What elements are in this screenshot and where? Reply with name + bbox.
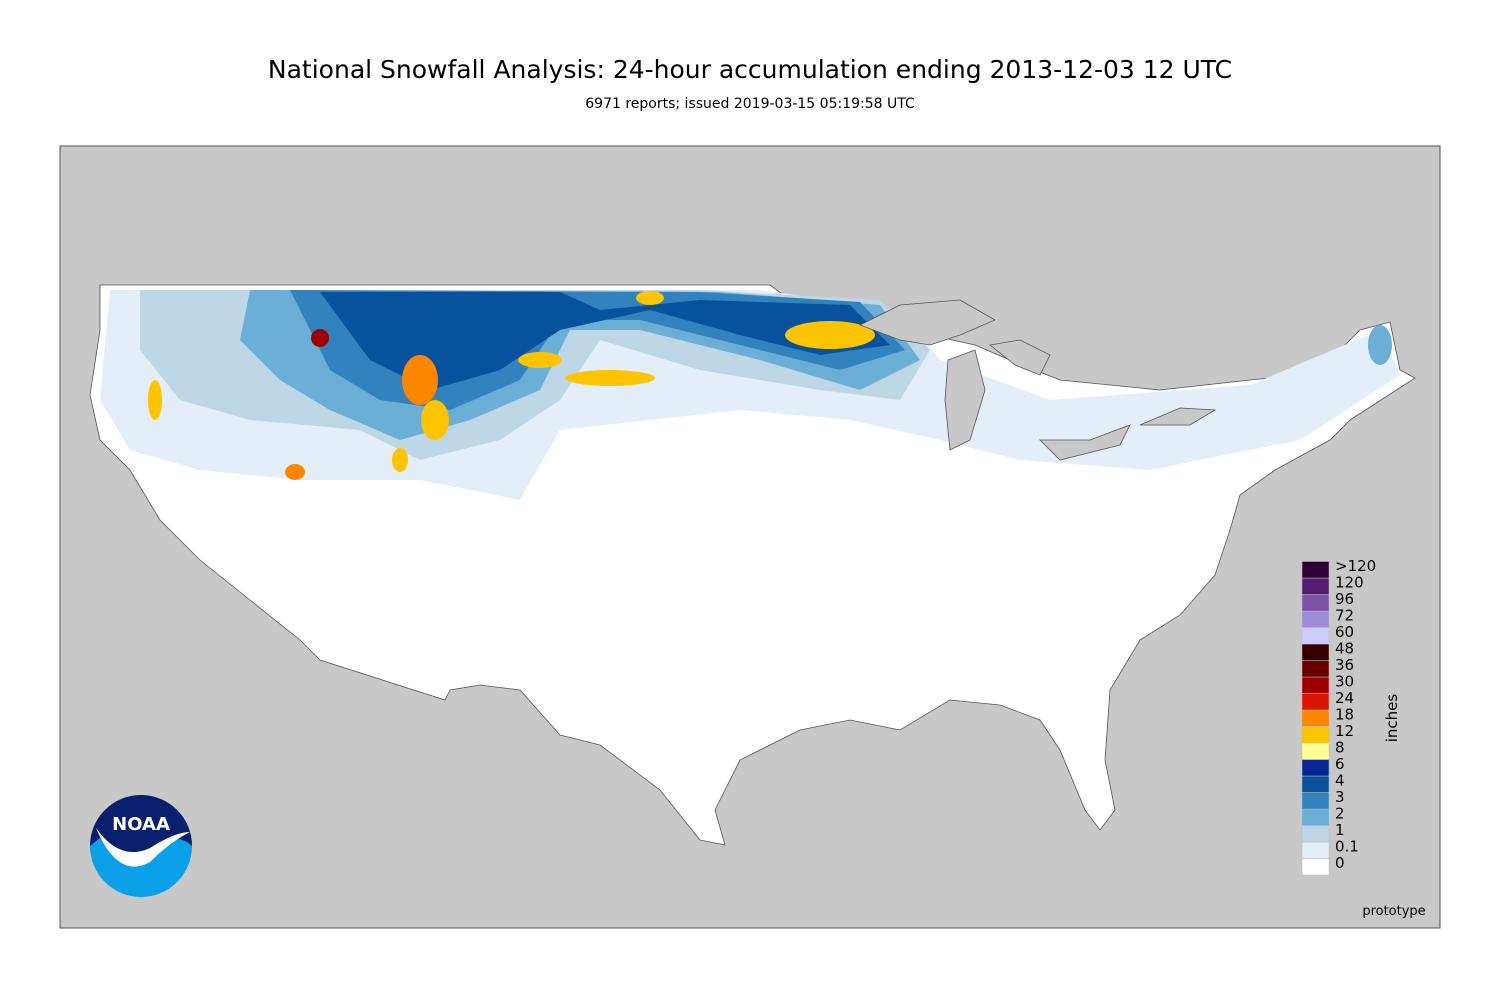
legend-label: 1	[1335, 821, 1345, 839]
great-lakes	[859, 299, 1217, 461]
legend-label: 96	[1335, 590, 1354, 608]
legend-swatch	[1301, 759, 1330, 777]
legend-label: 48	[1335, 640, 1354, 658]
legend-swatch	[1301, 676, 1330, 694]
legend-swatch	[1301, 709, 1330, 727]
legend-label: 72	[1335, 607, 1354, 625]
footer-note: prototype	[1362, 904, 1425, 919]
legend-label: 120	[1335, 574, 1364, 592]
map	[59, 145, 1441, 929]
legend-label: 3	[1335, 788, 1345, 806]
legend-label: 0	[1335, 854, 1345, 872]
legend-swatch	[1301, 643, 1330, 661]
legend-swatch	[1301, 841, 1330, 859]
legend-label: 0.1	[1335, 838, 1359, 856]
legend-label: 2	[1335, 805, 1345, 823]
legend-swatch	[1301, 742, 1330, 760]
legend-swatch	[1301, 594, 1330, 612]
noaa-logo: NOAA	[90, 795, 192, 897]
legend-swatch	[1301, 561, 1330, 579]
legend-swatch	[1301, 627, 1330, 645]
legend-swatch	[1301, 808, 1330, 826]
legend-label: 24	[1335, 689, 1354, 707]
legend-swatch	[1301, 660, 1330, 678]
legend-label: 18	[1335, 706, 1354, 724]
legend-swatch	[1301, 693, 1330, 711]
legend-swatch	[1301, 792, 1330, 810]
legend-label: 36	[1335, 656, 1354, 674]
legend-swatch	[1301, 610, 1330, 628]
legend-label: 8	[1335, 739, 1345, 757]
legend-swatch	[1301, 858, 1330, 876]
title: National Snowfall Analysis: 24-hour accu…	[268, 55, 1232, 84]
legend-swatch	[1301, 775, 1330, 793]
legend-label: 60	[1335, 623, 1354, 641]
subtitle: 6971 reports; issued 2019-03-15 05:19:58…	[585, 96, 915, 112]
legend-swatch	[1301, 726, 1330, 744]
legend-label: 4	[1335, 772, 1345, 790]
legend-swatch	[1301, 577, 1330, 595]
legend-label: >120	[1335, 557, 1376, 575]
legend-label: 6	[1335, 755, 1345, 773]
legend-unit: inches	[1383, 694, 1401, 743]
legend-label: 30	[1335, 673, 1354, 691]
logo-text: NOAA	[112, 814, 170, 835]
legend-label: 12	[1335, 722, 1354, 740]
legend-swatch	[1301, 825, 1330, 843]
